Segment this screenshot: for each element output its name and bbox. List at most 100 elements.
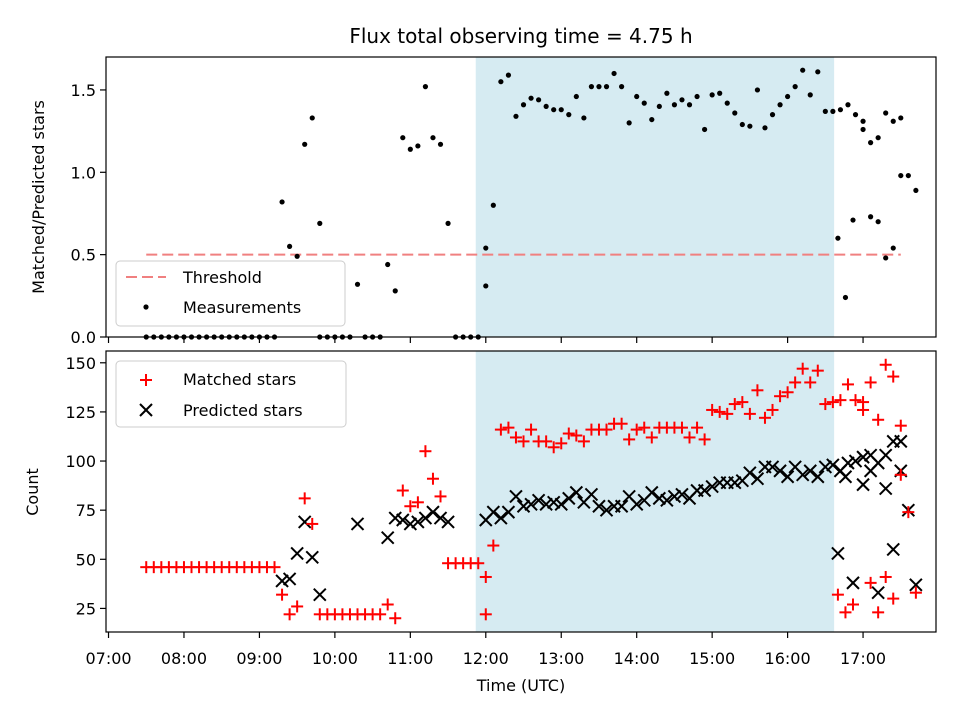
predicted-stars-point xyxy=(675,487,689,502)
bottom-x-tick-label: 12:00 xyxy=(463,649,509,668)
measurement-point xyxy=(422,84,429,90)
predicted-stars-point-stroke xyxy=(811,470,825,484)
measurement-point xyxy=(868,214,874,220)
matched-stars-point xyxy=(841,378,854,391)
matched-stars-point xyxy=(872,413,885,426)
measurement-point xyxy=(777,102,783,108)
matched-stars-legend-label: Matched stars xyxy=(183,370,296,389)
predicted-stars-point-stroke xyxy=(750,472,765,486)
matched-stars-point xyxy=(426,472,439,485)
measurement-point xyxy=(279,199,285,205)
matched-stars-point xyxy=(831,588,844,601)
bottom-x-tick-label: 13:00 xyxy=(538,649,584,668)
predicted-stars-point xyxy=(811,470,825,484)
predicted-stars-point-stroke xyxy=(290,546,304,561)
matched-stars-point xyxy=(547,441,560,454)
top-y-tick-label: 0.0 xyxy=(71,328,96,347)
measurement-point xyxy=(800,67,806,73)
matched-stars-point xyxy=(766,403,779,416)
predicted-stars-point xyxy=(871,585,885,600)
top-panel-frame xyxy=(105,56,937,338)
predicted-stars-point-stroke xyxy=(282,572,297,586)
measurement-point xyxy=(520,102,527,108)
bottom-x-tick-label: 15:00 xyxy=(689,649,735,668)
matched-stars-point xyxy=(479,570,492,583)
predicted-stars-point xyxy=(705,479,719,494)
matched-stars-point xyxy=(411,496,424,509)
predicted-stars-point xyxy=(856,450,870,464)
predicted-stars-point xyxy=(592,499,606,513)
matched-stars-point xyxy=(517,435,530,448)
matched-stars-point xyxy=(570,429,583,442)
measurements-legend-label: Measurements xyxy=(183,298,301,317)
matched-stars-point xyxy=(847,598,859,611)
measurement-point xyxy=(845,102,851,108)
measurement-point xyxy=(868,140,874,146)
predicted-stars-point xyxy=(554,497,568,511)
predicted-stars-point-stroke xyxy=(795,468,810,482)
matched-stars-point xyxy=(374,608,387,621)
bottom-y-axis: 25 50 75 100 125 150 xyxy=(65,354,106,618)
matched-stars-point xyxy=(834,394,847,407)
measurement-point xyxy=(664,90,670,96)
measurement-point xyxy=(354,281,361,287)
matched-stars-point xyxy=(887,370,900,383)
matched-stars-point xyxy=(796,362,809,375)
measurement-point xyxy=(656,103,662,110)
measurement-point xyxy=(603,84,610,90)
matched-stars-point xyxy=(623,433,636,446)
top-legend: Threshold Measurements xyxy=(115,260,346,327)
predicted-stars-point-stroke xyxy=(863,448,878,462)
matched-stars-point xyxy=(630,423,643,436)
top-y-tick-label: 0.5 xyxy=(71,246,96,265)
predicted-stars-point xyxy=(275,574,289,588)
predicted-stars-point-stroke xyxy=(826,458,840,472)
measurement-point xyxy=(287,243,293,250)
matched-stars-point xyxy=(872,606,885,619)
measurement-point xyxy=(566,112,572,118)
matched-stars-point xyxy=(857,403,870,416)
measurement-point xyxy=(430,135,436,141)
predicted-stars-legend-label: Predicted stars xyxy=(183,401,303,420)
measurement-point xyxy=(732,110,738,116)
measurement-point xyxy=(860,118,866,124)
measurement-point xyxy=(913,187,919,194)
measurement-point xyxy=(649,116,655,123)
predicted-stars-point-stroke xyxy=(396,513,410,527)
predicted-stars-point-stroke xyxy=(403,517,418,531)
predicted-stars-point xyxy=(878,448,893,462)
matched-stars-point xyxy=(419,445,432,458)
matched-stars-point xyxy=(864,576,877,589)
matched-stars-point xyxy=(276,588,289,601)
measurement-point xyxy=(415,143,421,149)
predicted-stars-point-stroke xyxy=(562,491,576,506)
predicted-stars-point xyxy=(780,470,795,484)
measurement-point xyxy=(588,84,595,90)
bottom-x-tick-label: 17:00 xyxy=(840,649,886,668)
matched-stars-point xyxy=(577,435,590,448)
measurement-point xyxy=(490,202,496,208)
matched-stars-point xyxy=(389,612,402,625)
predicted-stars-point xyxy=(426,505,440,519)
predicted-stars-point xyxy=(773,464,787,478)
predicted-stars-point-stroke xyxy=(614,499,629,513)
predicted-stars-point xyxy=(539,497,553,511)
predicted-stars-point-stroke xyxy=(297,515,312,529)
matched-stars-point xyxy=(879,358,892,371)
measurement-point xyxy=(634,93,640,100)
predicted-stars-point-stroke xyxy=(531,493,546,508)
predicted-stars-point-stroke xyxy=(411,515,425,529)
predicted-stars-point xyxy=(599,503,614,517)
measurement-point xyxy=(317,220,323,226)
predicted-stars-point xyxy=(629,497,644,511)
predicted-stars-point-stroke xyxy=(773,464,787,478)
predicted-stars-point xyxy=(350,517,365,531)
matched-stars-point xyxy=(479,608,492,621)
matched-stars-point xyxy=(683,431,696,444)
matched-stars-point xyxy=(291,600,304,613)
bottom-points xyxy=(140,358,923,625)
top-y-tick-label: 1.5 xyxy=(71,81,96,100)
measurement-point xyxy=(528,95,534,101)
matched-stars-point xyxy=(879,570,892,583)
